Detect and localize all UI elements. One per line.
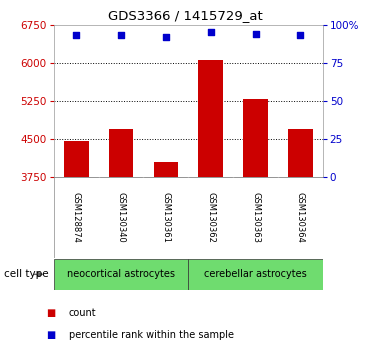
Point	[298, 33, 303, 38]
Bar	[243, 99, 268, 177]
Point	[253, 31, 259, 37]
Text: neocortical astrocytes: neocortical astrocytes	[67, 269, 175, 279]
Text: ■: ■	[46, 330, 56, 339]
Bar	[198, 60, 223, 177]
Text: GSM128874: GSM128874	[72, 192, 81, 243]
Text: GSM130361: GSM130361	[161, 192, 170, 243]
Bar	[288, 129, 313, 177]
Bar	[154, 162, 178, 177]
Text: GSM130363: GSM130363	[251, 192, 260, 243]
Text: cerebellar astrocytes: cerebellar astrocytes	[204, 269, 307, 279]
Point	[73, 33, 79, 38]
Bar	[109, 129, 133, 177]
Bar	[188, 259, 323, 290]
Text: GSM130340: GSM130340	[116, 192, 125, 243]
Text: ■: ■	[46, 308, 56, 318]
Point	[163, 34, 169, 40]
Point	[118, 33, 124, 38]
Point	[208, 29, 214, 35]
Text: GDS3366 / 1415729_at: GDS3366 / 1415729_at	[108, 9, 263, 22]
Bar	[64, 142, 89, 177]
Text: GSM130364: GSM130364	[296, 192, 305, 243]
Bar	[54, 259, 188, 290]
Text: percentile rank within the sample: percentile rank within the sample	[69, 330, 234, 339]
Text: GSM130362: GSM130362	[206, 192, 215, 243]
Text: count: count	[69, 308, 96, 318]
Text: cell type: cell type	[4, 269, 48, 279]
